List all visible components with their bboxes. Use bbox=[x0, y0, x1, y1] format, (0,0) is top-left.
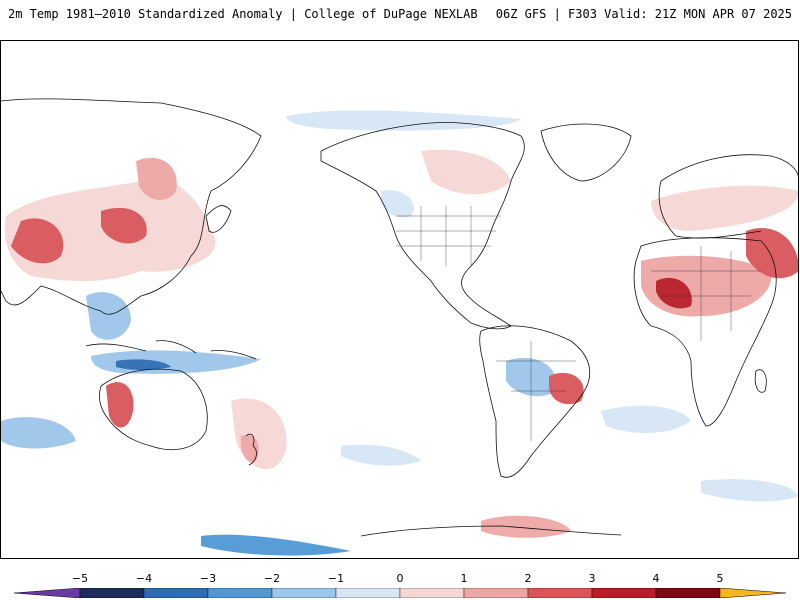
africa-borders bbox=[651, 246, 761, 341]
coastline-australia bbox=[99, 368, 208, 451]
cool-anomaly-antarctic-west bbox=[201, 534, 351, 556]
coastline-antarctica bbox=[360, 525, 622, 537]
warm-anomaly-antarctic-peninsula bbox=[481, 515, 571, 538]
coastline-japan bbox=[205, 205, 232, 233]
colorbar-segment bbox=[591, 588, 657, 598]
cool-anomaly-southern-ocean-south bbox=[341, 444, 421, 466]
colorbar-segment bbox=[143, 588, 209, 598]
coastlines bbox=[1, 98, 798, 537]
warm-anomaly-brazil bbox=[549, 372, 584, 405]
cool-anomaly-indonesia-core bbox=[116, 359, 171, 370]
south-america-borders bbox=[496, 341, 576, 441]
warm-anomaly-south-pacific bbox=[231, 398, 287, 470]
colorbar-scale bbox=[13, 588, 787, 598]
coastline-greenland bbox=[540, 123, 632, 182]
cool-anomaly-nw-canada bbox=[381, 190, 414, 218]
cool-anomaly-seasia bbox=[86, 292, 131, 340]
colorbar-segment bbox=[207, 588, 273, 598]
coastline-asia bbox=[1, 98, 262, 315]
cool-anomaly-alaska bbox=[286, 110, 521, 131]
coastline-south-america bbox=[479, 325, 590, 478]
coastline-europe bbox=[658, 154, 798, 239]
warm-anomaly-australia bbox=[106, 382, 134, 428]
cool-anomaly-south-africa bbox=[601, 405, 691, 433]
colorbar-tick-label: 2 bbox=[524, 572, 532, 585]
coastline-north-america bbox=[320, 122, 525, 330]
colorbar-tick-label: −3 bbox=[199, 572, 217, 585]
us-state-lines bbox=[396, 206, 501, 266]
colorbar-low-extend bbox=[13, 588, 81, 598]
run-valid-time: 06Z GFS | F303 Valid: 21Z MON APR 07 202… bbox=[495, 7, 792, 21]
warm-anomaly-europe bbox=[651, 185, 798, 231]
warm-anomaly-canada bbox=[421, 149, 511, 195]
warm-anomaly-mongolia bbox=[101, 207, 147, 244]
warm-anomaly-siberia bbox=[136, 157, 177, 201]
colorbar-segment bbox=[527, 588, 593, 598]
colorbar-tick-label: 4 bbox=[652, 572, 660, 585]
colorbar-tick-label: 5 bbox=[716, 572, 724, 585]
warm-anomaly-sahel bbox=[656, 277, 692, 309]
colorbar-tick-label: −5 bbox=[71, 572, 89, 585]
anomaly-map bbox=[0, 40, 799, 559]
coastline-indonesia bbox=[85, 340, 257, 360]
colorbar-tick-label: 1 bbox=[460, 572, 468, 585]
colorbar-tick-label: −2 bbox=[263, 572, 281, 585]
colorbar-high-extend bbox=[719, 588, 787, 598]
cool-anomaly-south-america bbox=[506, 357, 557, 397]
anomaly-map-canvas bbox=[1, 98, 798, 556]
colorbar-tick-label: 0 bbox=[396, 572, 404, 585]
colorbar-segment bbox=[655, 588, 721, 598]
political-borders bbox=[396, 206, 761, 441]
anomaly-shading bbox=[1, 110, 798, 556]
colorbar-tick-label: 3 bbox=[588, 572, 596, 585]
cool-anomaly-southern-ocean-east bbox=[701, 479, 798, 502]
colorbar-segment bbox=[399, 588, 465, 598]
header: 2m Temp 1981–2010 Standardized Anomaly |… bbox=[0, 0, 800, 28]
colorbar-segment bbox=[79, 588, 145, 598]
colorbar-tick-label: −4 bbox=[135, 572, 153, 585]
cool-anomaly-southern-ocean-west bbox=[1, 417, 76, 449]
colorbar-segment bbox=[271, 588, 337, 598]
coastline-africa bbox=[633, 237, 777, 427]
colorbar-segment bbox=[463, 588, 529, 598]
coastline-new-zealand bbox=[245, 433, 257, 466]
colorbar-tick-label: −1 bbox=[327, 572, 345, 585]
map-title: 2m Temp 1981–2010 Standardized Anomaly |… bbox=[8, 7, 478, 21]
warm-anomaly-china bbox=[11, 218, 64, 264]
colorbar: −5 −4 −3 −2 −1 0 1 2 3 4 5 bbox=[0, 566, 800, 600]
colorbar-segment bbox=[335, 588, 401, 598]
coastline-madagascar bbox=[754, 369, 767, 393]
